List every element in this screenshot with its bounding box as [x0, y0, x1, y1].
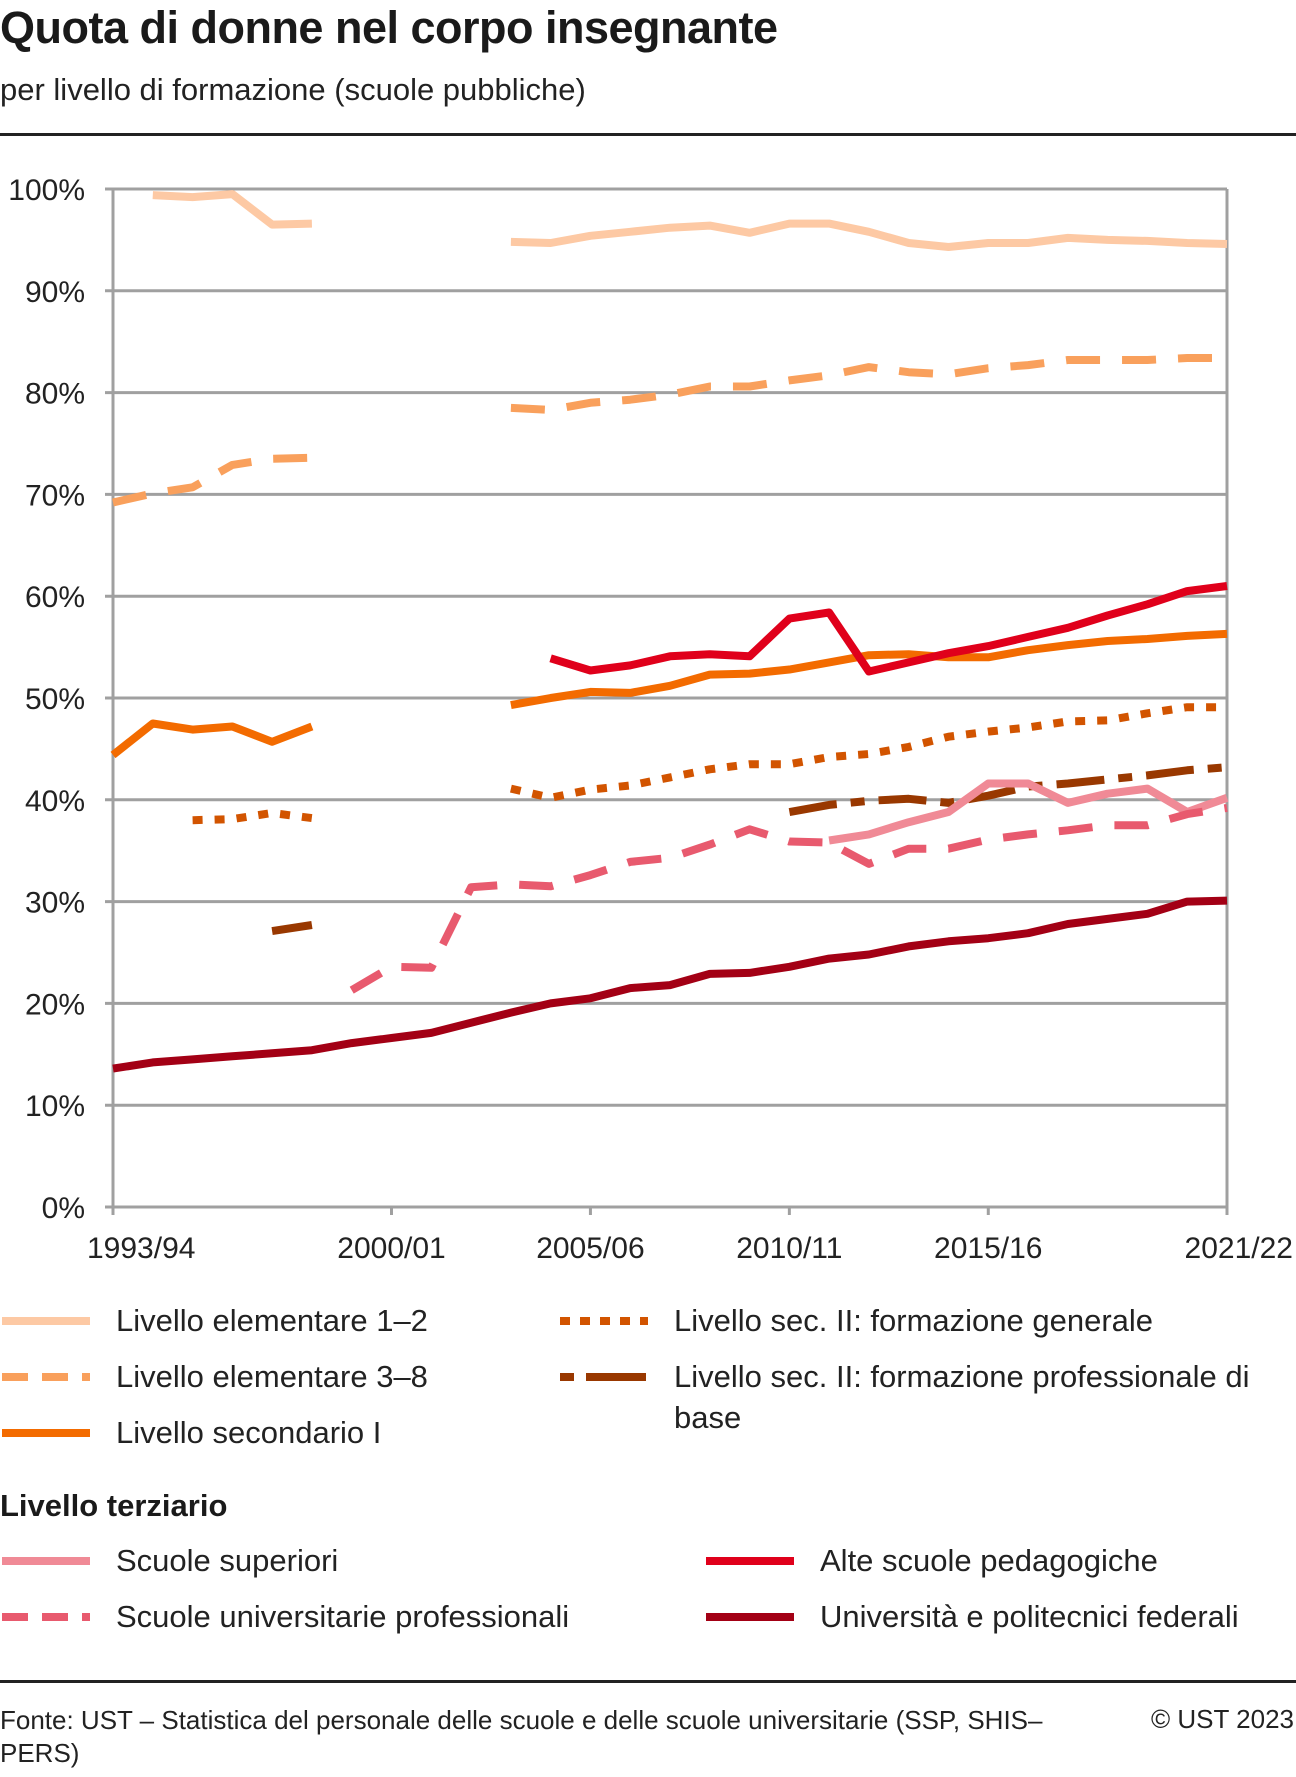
- legend-heading-tertiary: Livello terziario: [0, 1488, 228, 1523]
- y-tick-label: 20%: [25, 988, 85, 1021]
- legend-swatch: [0, 1540, 92, 1581]
- x-tick-label: 2021/22: [1185, 1232, 1293, 1260]
- legend-swatch: [558, 1300, 650, 1341]
- legend-swatch: [0, 1412, 92, 1453]
- copyright: © UST 2023: [1151, 1704, 1294, 1734]
- legend-item-elementare-3-8: Livello elementare 3–8: [0, 1356, 428, 1397]
- series-line-3: [192, 809, 313, 825]
- chart-subtitle: per livello di formazione (scuole pubbli…: [0, 72, 586, 107]
- legend-item-elementare-1-2: Livello elementare 1–2: [0, 1300, 428, 1341]
- x-tick-label: 2000/01: [337, 1232, 445, 1260]
- legend-swatch: [0, 1356, 92, 1397]
- series-line-3: [509, 703, 1227, 802]
- legend-swatch: [704, 1540, 796, 1581]
- legend-item-scuole-superiori: Scuole superiori: [0, 1540, 338, 1581]
- series-line-4: [271, 921, 313, 936]
- series-line-2: [110, 719, 314, 759]
- legend-swatch-line: [2, 1557, 90, 1565]
- series-line-4: [788, 763, 1228, 816]
- legend-swatch-line: [2, 1317, 90, 1325]
- series-line-1: [510, 354, 1227, 414]
- chart-title: Quota di donne nel corpo insegnante: [0, 2, 778, 53]
- series-line-0: [152, 190, 313, 229]
- y-tick-label: 10%: [25, 1090, 85, 1123]
- legend-item-sup: Scuole universitarie professionali: [0, 1596, 569, 1637]
- legend-item-secondario-1: Livello secondario I: [0, 1412, 381, 1453]
- series-line-1: [112, 453, 313, 507]
- legend-swatch-line: [2, 1613, 90, 1621]
- series-line-2: [510, 629, 1228, 710]
- x-tick-labels: 1993/94 2000/01 2005/06 2010/11 2015/16 2021/…: [87, 1232, 1293, 1260]
- legend-swatch-line: [560, 1373, 648, 1381]
- y-tick-label: 50%: [25, 683, 85, 716]
- line-chart: 0% 10% 20% 30% 40% 50% 60% 70% 80% 90% 100% 1993/9…: [8, 174, 1293, 1260]
- y-tick-label: 40%: [25, 785, 85, 818]
- legend-label: Livello secondario I: [116, 1415, 382, 1450]
- gridlines: [105, 187, 1227, 1107]
- legend-item-sec2-generale: Livello sec. II: formazione generale: [558, 1300, 1153, 1341]
- legend-label: Livello elementare 3–8: [116, 1359, 428, 1394]
- axes: [105, 189, 1229, 1215]
- series-lines: [110, 190, 1229, 1073]
- legend-label: Livello elementare 1–2: [116, 1303, 428, 1338]
- legend-swatch-line: [560, 1317, 648, 1325]
- legend-label: Scuole universitarie professionali: [116, 1599, 570, 1634]
- legend-swatch-line: [2, 1429, 90, 1437]
- legend-label: Livello sec. II: formazione generale: [674, 1303, 1154, 1338]
- legend-swatch-line: [706, 1613, 794, 1621]
- series-line-8: [112, 896, 1228, 1073]
- y-tick-labels: 0% 10% 20% 30% 40% 50% 60% 70% 80% 90% 100%: [8, 174, 85, 1225]
- y-tick-label: 0%: [42, 1192, 85, 1225]
- y-tick-label: 70%: [25, 479, 85, 512]
- series-line-0: [510, 219, 1228, 251]
- x-tick-label: 2010/11: [736, 1232, 842, 1260]
- series-line-7: [549, 582, 1228, 676]
- legend-item-sec2-professionale: Livello sec. II: formazione professional…: [558, 1356, 1296, 1438]
- y-tick-label: 30%: [25, 887, 85, 920]
- bottom-divider: [0, 1680, 1296, 1683]
- legend-swatch-line: [2, 1373, 90, 1381]
- legend-label: Scuole superiori: [116, 1543, 339, 1578]
- x-tick-label: 2015/16: [934, 1232, 1042, 1260]
- series-line-5: [828, 779, 1229, 845]
- legend-label: Università e politecnici federali: [820, 1599, 1239, 1634]
- legend-swatch-line: [706, 1557, 794, 1565]
- x-tick-label: 2005/06: [536, 1232, 644, 1260]
- source-note: Fonte: UST – Statistica del personale de…: [0, 1705, 1043, 1768]
- legend-swatch: [0, 1300, 92, 1341]
- y-tick-label: 80%: [25, 378, 85, 411]
- legend-swatch: [704, 1596, 796, 1637]
- legend-item-universita: Università e politecnici federali: [704, 1596, 1239, 1637]
- legend-item-asp: Alte scuole pedagogiche: [704, 1540, 1158, 1581]
- x-tick-label: 1993/94: [87, 1232, 195, 1260]
- legend-swatch: [558, 1356, 650, 1397]
- y-tick-label: 60%: [25, 581, 85, 614]
- series-line-6: [349, 803, 1228, 994]
- legend-label: Alte scuole pedagogiche: [820, 1543, 1158, 1578]
- y-tick-label: 100%: [8, 174, 85, 207]
- legend-label: Livello sec. II: formazione professional…: [674, 1359, 1250, 1435]
- legend-swatch: [0, 1596, 92, 1637]
- top-divider: [0, 133, 1296, 136]
- y-tick-label: 90%: [25, 276, 85, 309]
